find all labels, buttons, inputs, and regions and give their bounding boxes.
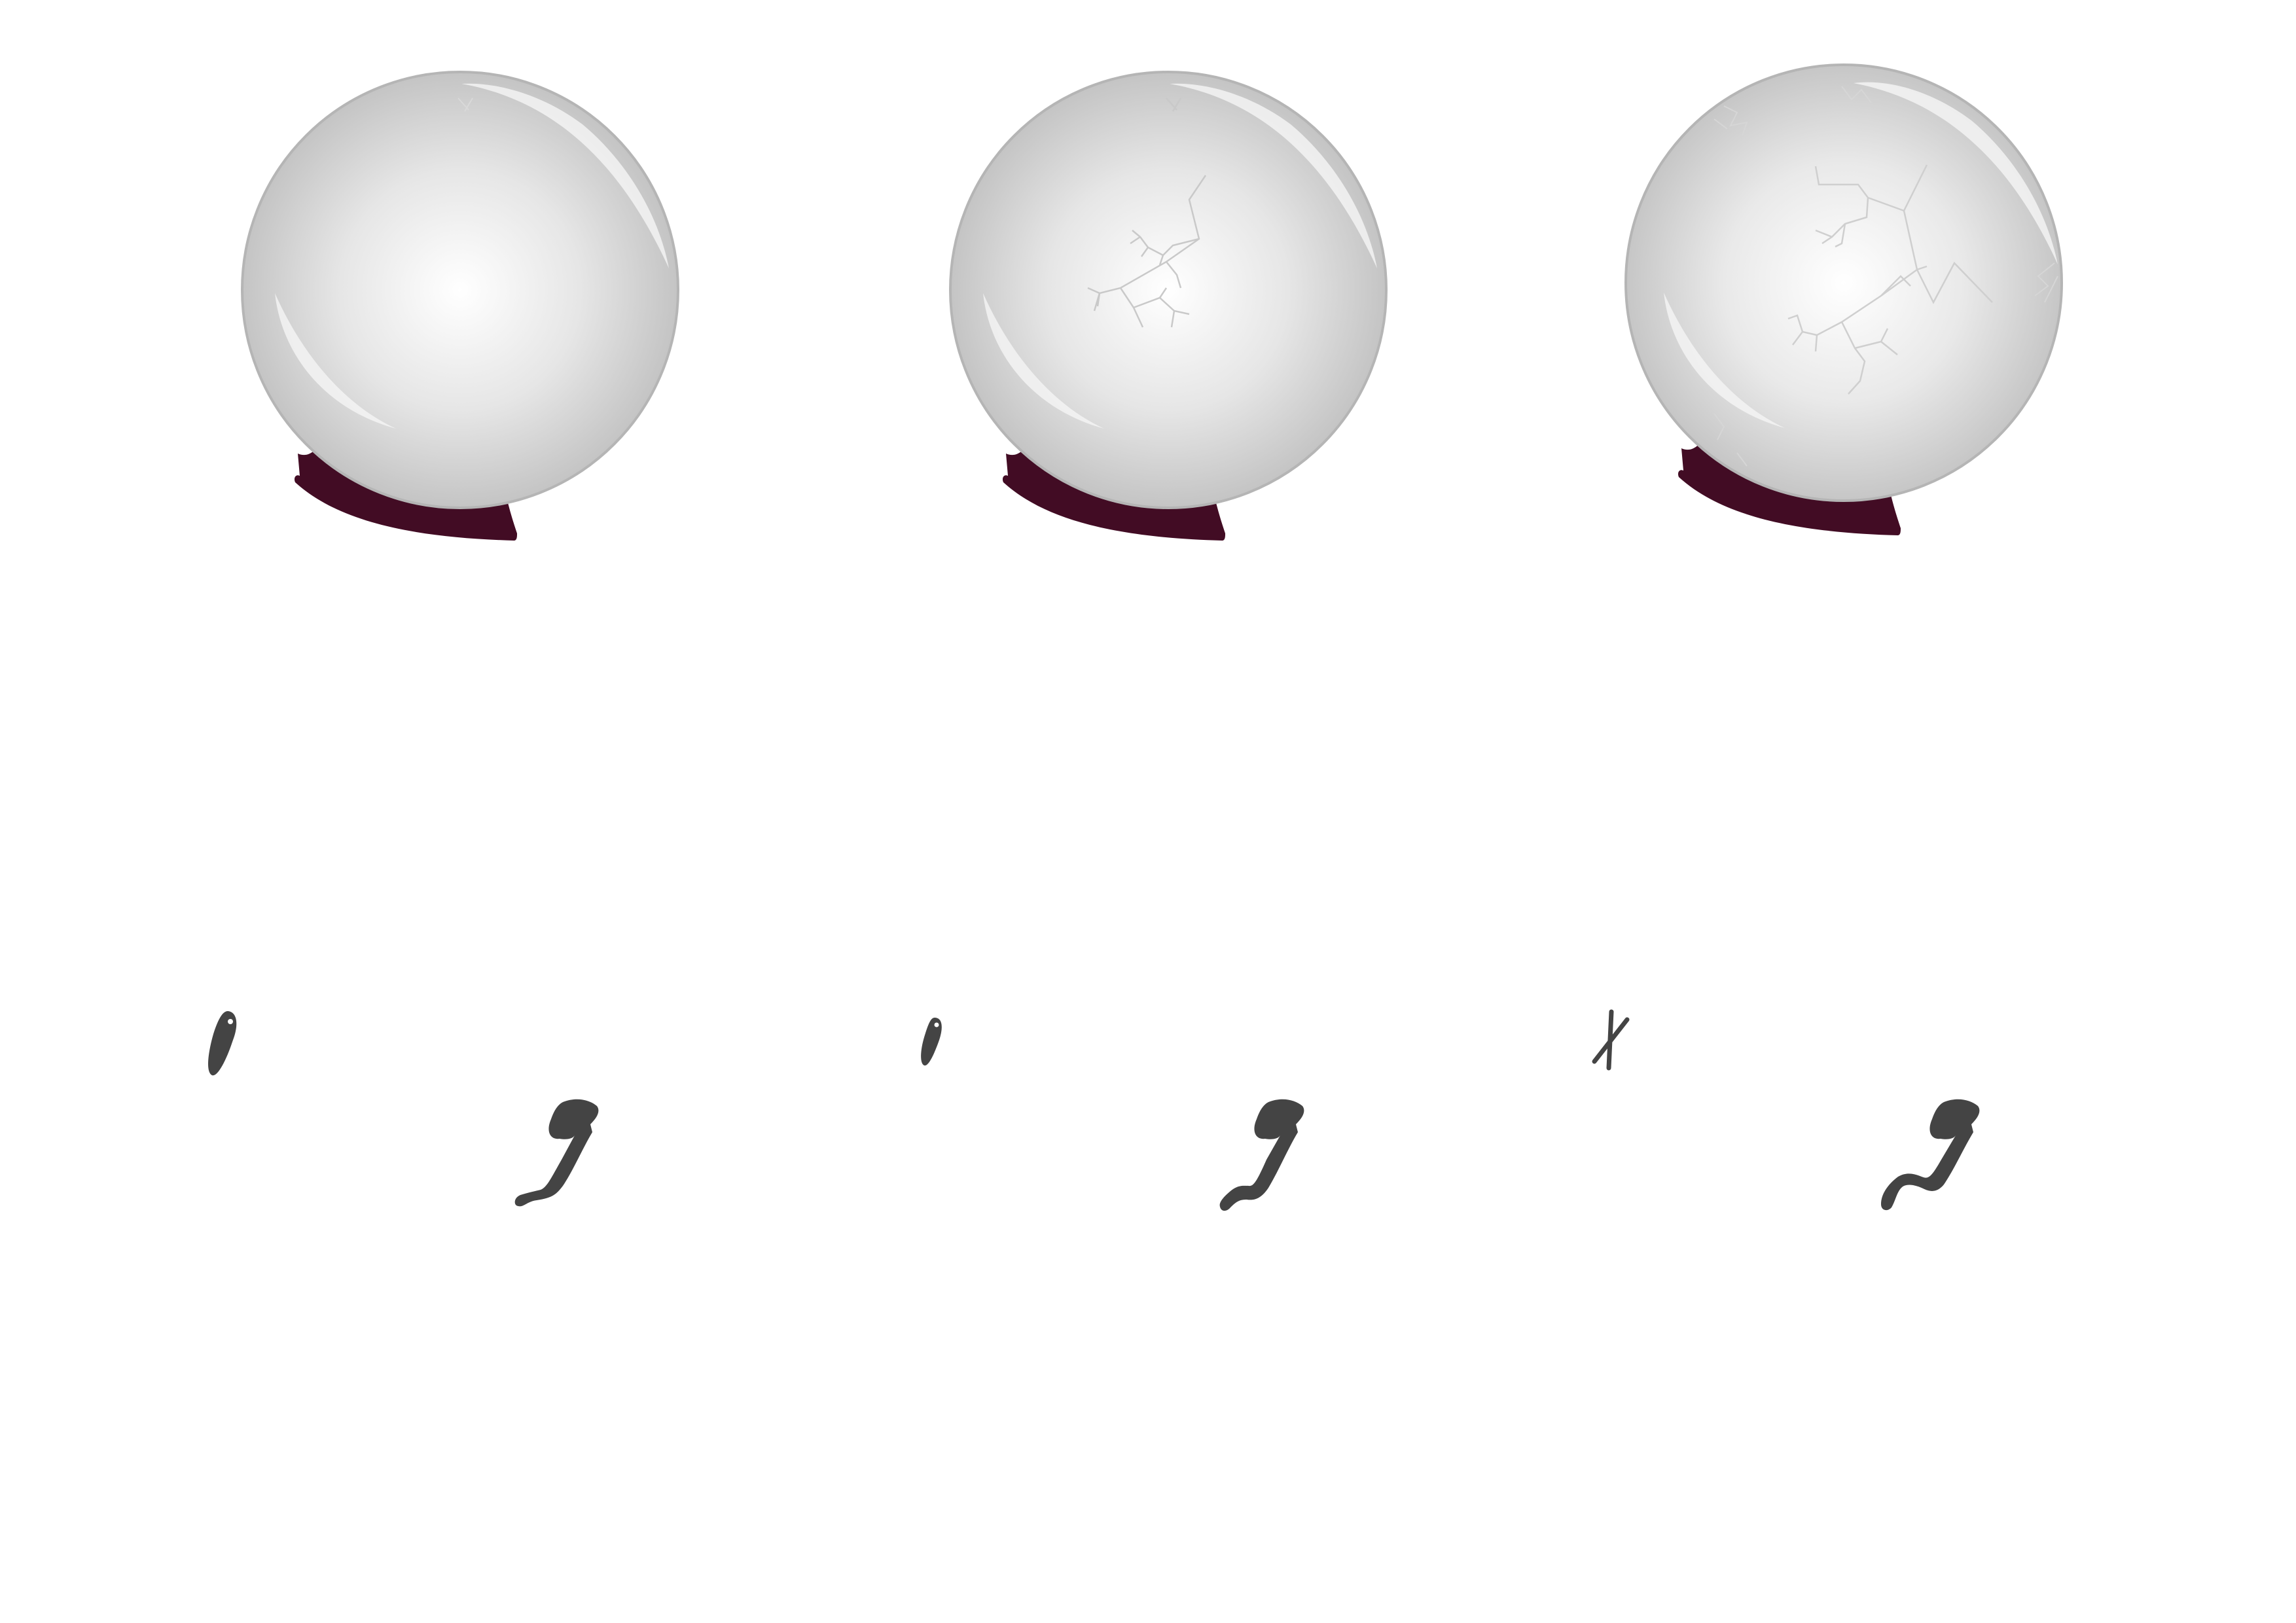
crystal-ball-cracked xyxy=(949,71,1388,541)
glyph-hook-3 xyxy=(1881,1099,1980,1211)
crack-lines xyxy=(1087,98,1207,328)
orb-highlight-top xyxy=(1170,83,1377,268)
edge-fractures xyxy=(1713,86,2058,467)
glyph-hook-2 xyxy=(1219,1099,1304,1211)
orb-faint-mark xyxy=(457,98,473,112)
orb-sphere xyxy=(949,71,1388,509)
glyph-cross xyxy=(1592,1009,1630,1071)
orb-sphere xyxy=(1624,63,2063,502)
crystal-ball-shattering xyxy=(1624,63,2063,535)
orb-highlight-top xyxy=(461,83,669,268)
glyph-hook-1 xyxy=(514,1099,599,1207)
glyph-eye-2 xyxy=(921,1018,942,1066)
orb-highlight-top xyxy=(1854,82,2058,264)
crack-lines xyxy=(1787,164,1993,395)
crystal-ball-intact xyxy=(241,71,679,541)
glyph-eye-1 xyxy=(208,1011,237,1076)
orb-sphere xyxy=(241,71,679,509)
